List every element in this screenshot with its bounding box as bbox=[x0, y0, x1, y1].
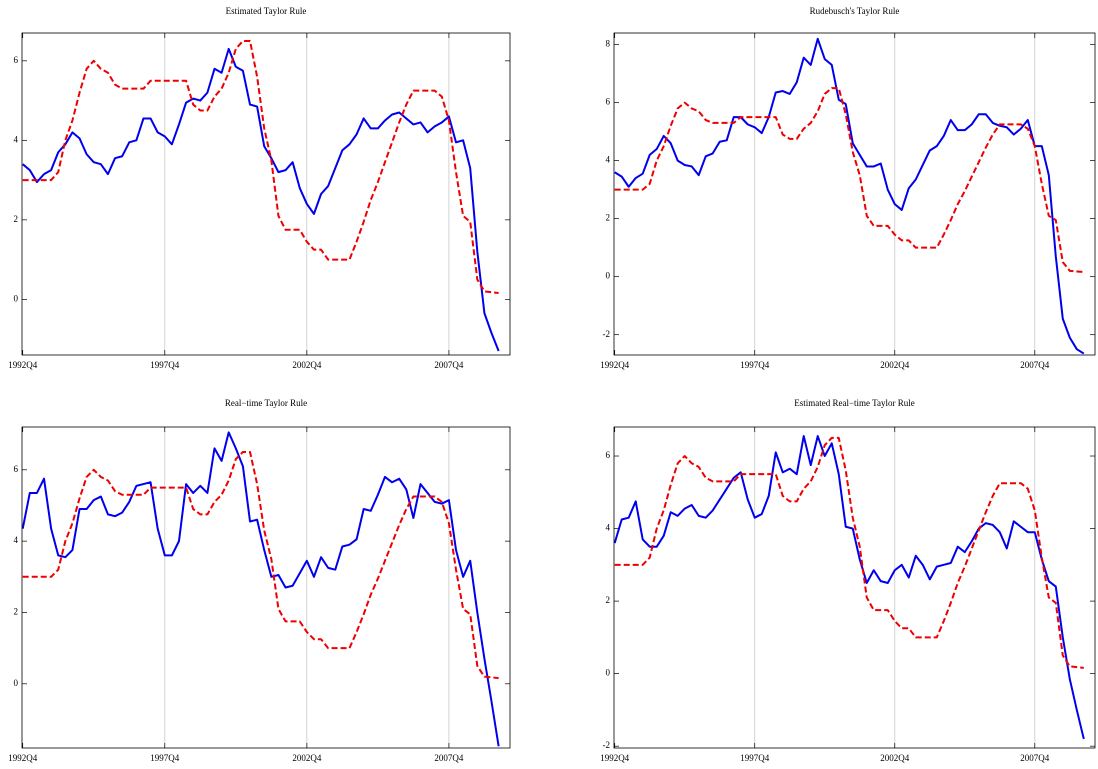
y-tick-label: 2 bbox=[606, 213, 611, 223]
x-tick-label: 2002Q4 bbox=[880, 360, 909, 370]
x-tick-label: 1992Q4 bbox=[8, 753, 37, 763]
x-tick-label: 1992Q4 bbox=[8, 360, 37, 370]
y-tick-label: 2 bbox=[14, 607, 19, 617]
chart-title: Estimated Real−time Taylor Rule bbox=[794, 398, 915, 408]
line-series bbox=[22, 450, 499, 680]
line-series bbox=[22, 47, 500, 352]
x-tick-label: 1992Q4 bbox=[600, 753, 629, 763]
x-tick-label: 1997Q4 bbox=[150, 753, 179, 763]
line-series bbox=[614, 37, 1085, 355]
x-tick-label: 1992Q4 bbox=[600, 360, 629, 370]
y-tick-label: 0 bbox=[14, 678, 19, 688]
line-series bbox=[22, 39, 499, 294]
line-series bbox=[614, 87, 1084, 274]
x-tick-label: 2007Q4 bbox=[1020, 753, 1049, 763]
x-tick-label: 2002Q4 bbox=[292, 360, 321, 370]
x-tick-label: 1997Q4 bbox=[740, 753, 769, 763]
x-tick-label: 1997Q4 bbox=[150, 360, 179, 370]
y-tick-label: 6 bbox=[14, 55, 19, 65]
y-tick-label: 0 bbox=[606, 668, 611, 678]
x-tick-label: 2007Q4 bbox=[434, 360, 463, 370]
x-tick-label: 2002Q4 bbox=[292, 753, 321, 763]
y-tick-label: 4 bbox=[606, 523, 611, 533]
line-series bbox=[614, 436, 1084, 669]
line-series bbox=[21, 431, 500, 747]
plot-frame bbox=[613, 426, 1096, 749]
y-tick-label: 2 bbox=[606, 595, 611, 605]
chart-title: Rudebusch's Taylor Rule bbox=[810, 6, 900, 16]
y-tick-label: 0 bbox=[606, 271, 611, 281]
y-tick-label: -2 bbox=[603, 740, 611, 750]
plot-frame bbox=[613, 32, 1096, 356]
y-tick-label: 6 bbox=[606, 450, 611, 460]
plot-frame bbox=[21, 426, 511, 749]
chart-title: Real−time Taylor Rule bbox=[225, 398, 307, 408]
y-tick-label: 2 bbox=[14, 214, 19, 224]
y-tick-label: 6 bbox=[14, 464, 19, 474]
chart-title: Estimated Taylor Rule bbox=[226, 6, 307, 16]
y-tick-label: 4 bbox=[14, 134, 19, 144]
x-tick-label: 2007Q4 bbox=[434, 753, 463, 763]
y-tick-label: 4 bbox=[606, 155, 611, 165]
y-tick-label: 0 bbox=[14, 293, 19, 303]
y-tick-label: 8 bbox=[606, 39, 611, 49]
y-tick-label: 6 bbox=[606, 97, 611, 107]
line-series bbox=[613, 435, 1085, 740]
x-tick-label: 2002Q4 bbox=[880, 753, 909, 763]
plot-frame bbox=[21, 32, 511, 356]
y-tick-label: 4 bbox=[14, 535, 19, 545]
y-tick-label: -2 bbox=[603, 329, 611, 339]
x-tick-label: 2007Q4 bbox=[1020, 360, 1049, 370]
x-tick-label: 1997Q4 bbox=[740, 360, 769, 370]
